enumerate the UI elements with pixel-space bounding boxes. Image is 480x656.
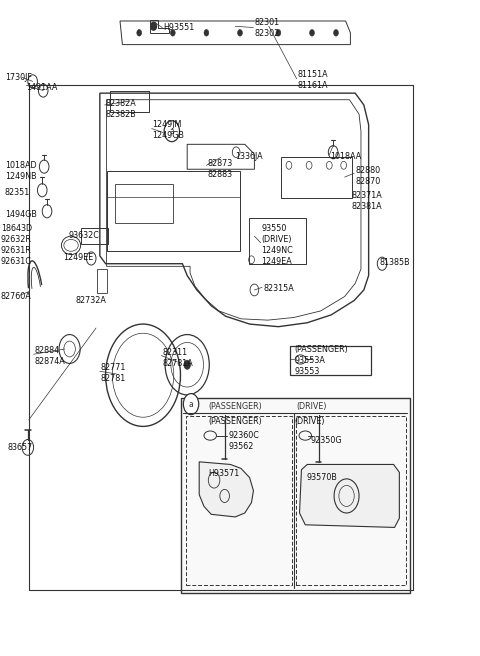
Text: 82351: 82351 [5, 188, 30, 197]
Text: (PASSENGER)
93553A
93553: (PASSENGER) 93553A 93553 [295, 345, 348, 377]
Text: 82771
82781: 82771 82781 [101, 363, 126, 382]
Circle shape [310, 30, 314, 36]
Text: 1494GB: 1494GB [5, 210, 36, 219]
Text: a: a [169, 127, 174, 136]
Text: 93632C: 93632C [68, 231, 99, 240]
Polygon shape [300, 464, 399, 527]
Text: (DRIVE): (DRIVE) [297, 401, 327, 411]
Text: H93551: H93551 [163, 23, 194, 32]
Text: (PASSENGER): (PASSENGER) [208, 417, 262, 426]
Text: 82371A
82381A: 82371A 82381A [351, 191, 382, 211]
Circle shape [276, 30, 281, 36]
Text: 92360C
93562: 92360C 93562 [228, 431, 259, 451]
Circle shape [204, 30, 209, 36]
Circle shape [238, 30, 242, 36]
Text: 83657: 83657 [8, 443, 33, 452]
Circle shape [334, 30, 338, 36]
Text: 1249EE: 1249EE [63, 253, 94, 262]
Text: 92350G: 92350G [310, 436, 342, 445]
Circle shape [170, 30, 175, 36]
Text: H93571: H93571 [208, 469, 240, 478]
Polygon shape [199, 462, 253, 517]
Text: 81151A
81161A: 81151A 81161A [298, 70, 328, 90]
Text: 82382A
82382B: 82382A 82382B [106, 99, 136, 119]
Text: 1018AD
1249NB: 1018AD 1249NB [5, 161, 36, 180]
Text: 1249JM
1249GB: 1249JM 1249GB [153, 120, 185, 140]
Text: 82311
82781A: 82311 82781A [162, 348, 193, 368]
Text: 82732A: 82732A [76, 296, 107, 305]
Text: 1491AA: 1491AA [26, 83, 58, 92]
Text: 1018AA: 1018AA [330, 152, 361, 161]
Text: 82315A: 82315A [263, 284, 294, 293]
Text: 82880
82870: 82880 82870 [355, 166, 381, 186]
Circle shape [137, 30, 142, 36]
Text: 82760A: 82760A [1, 292, 32, 301]
Polygon shape [181, 398, 410, 593]
Circle shape [164, 121, 180, 142]
Text: a: a [189, 400, 193, 409]
Text: 93570B: 93570B [306, 473, 337, 482]
Circle shape [183, 394, 199, 415]
Circle shape [184, 360, 191, 369]
Text: 81385B: 81385B [379, 258, 410, 267]
Text: 82301
82302: 82301 82302 [254, 18, 280, 37]
Text: (DRIVE): (DRIVE) [295, 417, 325, 426]
Text: 1730JF: 1730JF [5, 73, 32, 82]
Text: 18643D
92632R
92631R
92631C: 18643D 92632R 92631R 92631C [1, 224, 32, 266]
Text: (PASSENGER): (PASSENGER) [208, 401, 262, 411]
Circle shape [151, 22, 156, 30]
Text: 1336JA: 1336JA [235, 152, 263, 161]
Text: 82873
82883: 82873 82883 [207, 159, 233, 179]
Text: 82884
82874A: 82884 82874A [35, 346, 65, 365]
Text: 93550
(DRIVE)
1249NC
1249EA: 93550 (DRIVE) 1249NC 1249EA [262, 224, 293, 266]
